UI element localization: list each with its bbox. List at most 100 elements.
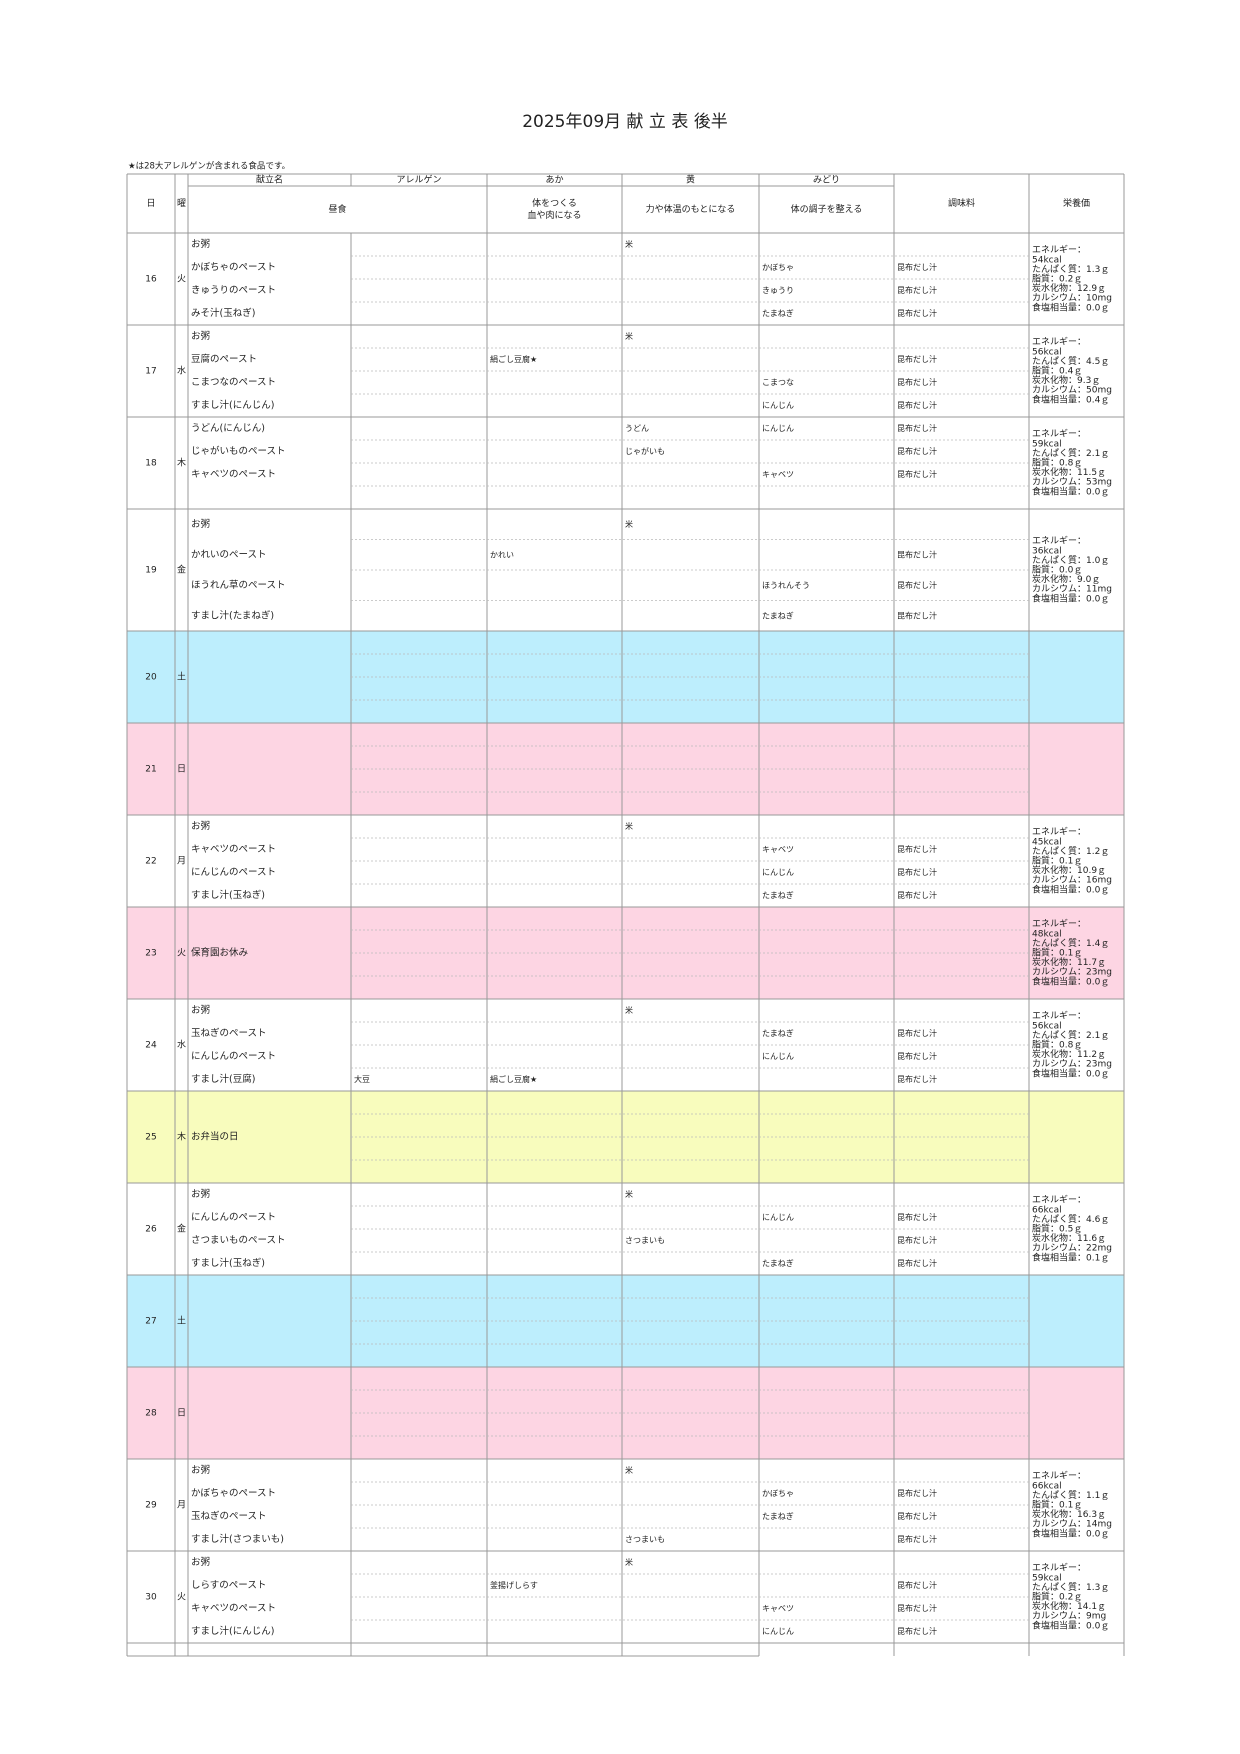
- ingredient-seasoning: 昆布だし汁: [897, 446, 937, 456]
- dish-name: すまし汁(にんじん): [191, 1625, 274, 1637]
- day-bg: [127, 907, 1124, 999]
- nutrition-line: たんぱく質：1.3ｇ: [1032, 1581, 1109, 1593]
- nutrition-line: 脂質：0.2ｇ: [1032, 273, 1082, 285]
- dish-name: みそ汁(玉ねぎ): [191, 307, 255, 319]
- dish-name: キャベツのペースト: [191, 469, 276, 480]
- ingredient-seasoning: 昆布だし汁: [897, 1212, 937, 1222]
- ingredient-ki: 米: [625, 239, 633, 249]
- ingredient-seasoning: 昆布だし汁: [897, 1603, 937, 1613]
- ingredient-seasoning: 昆布だし汁: [897, 1534, 937, 1544]
- day-of-week: 月: [177, 1500, 186, 1511]
- nutrition-line: エネルギー：: [1032, 429, 1086, 440]
- nutrition-line: 脂質：0.8ｇ: [1032, 457, 1082, 469]
- dish-name: お粥: [191, 1188, 210, 1200]
- ingredient-seasoning: 昆布だし汁: [897, 1028, 937, 1038]
- nutrition-line: カルシウム：23mg: [1032, 967, 1112, 978]
- day-of-week: 火: [177, 274, 186, 285]
- ingredient-seasoning: 昆布だし汁: [897, 867, 937, 877]
- day-of-week: 金: [177, 1223, 186, 1235]
- ingredient-seasoning: 昆布だし汁: [897, 400, 937, 410]
- ingredient-seasoning: 昆布だし汁: [897, 1074, 937, 1084]
- ingredient-midori: にんじん: [762, 1052, 794, 1061]
- title: 2025年09月 献 立 表 後半: [522, 112, 728, 132]
- day-number: 25: [145, 1133, 156, 1143]
- header-menu: 献立名: [256, 174, 283, 186]
- nutrition-line: 食塩相当量：0.0ｇ: [1032, 485, 1109, 497]
- header-ki-desc: 力や体温のもとになる: [646, 203, 736, 215]
- day-of-week: 日: [177, 764, 186, 775]
- nutrition-line: 59kcal: [1032, 439, 1062, 449]
- ingredient-midori: にんじん: [762, 868, 794, 877]
- dish-name: 豆腐のペースト: [191, 353, 257, 365]
- ingredient-seasoning: 昆布だし汁: [897, 1626, 937, 1636]
- ingredient-seasoning: 昆布だし汁: [897, 262, 937, 272]
- header-allergen: アレルゲン: [396, 174, 441, 186]
- nutrition-line: たんぱく質：1.3ｇ: [1032, 263, 1109, 275]
- dish-name: うどん(にんじん): [191, 423, 265, 434]
- nutrition-line: たんぱく質：1.2ｇ: [1032, 845, 1109, 857]
- nutrition-line: エネルギー：: [1032, 1011, 1086, 1022]
- dish-name: キャベツのペースト: [191, 844, 276, 855]
- nutrition-line: たんぱく質：2.1ｇ: [1032, 447, 1109, 459]
- day-of-week: 土: [177, 671, 186, 683]
- day-of-week: 木: [177, 457, 186, 469]
- dish-name: お弁当の日: [191, 1131, 239, 1143]
- nutrition-line: 炭水化物：11.5ｇ: [1032, 466, 1106, 478]
- dish-name: お粥: [191, 238, 210, 250]
- day-bg: [127, 1275, 1124, 1367]
- header-day: 日: [146, 198, 155, 209]
- nutrition-line: カルシウム：23mg: [1032, 1059, 1112, 1070]
- nutrition-line: 炭水化物：16.3ｇ: [1032, 1508, 1106, 1520]
- ingredient-midori: にんじん: [762, 1213, 794, 1222]
- nutrition-line: 脂質：0.1ｇ: [1032, 1499, 1082, 1511]
- ingredient-seasoning: 昆布だし汁: [897, 549, 937, 559]
- header-aka-desc: 血や肉になる: [527, 209, 581, 221]
- nutrition-line: 脂質：0.8ｇ: [1032, 1039, 1082, 1051]
- dish-name: ほうれん草のペースト: [191, 579, 286, 591]
- ingredient-ki: 米: [625, 519, 633, 529]
- ingredient-seasoning: 昆布だし汁: [897, 1511, 937, 1521]
- ingredient-midori: かぼちゃ: [762, 1489, 794, 1498]
- day-of-week: 月: [177, 856, 186, 867]
- dish-name: お粥: [191, 1556, 210, 1568]
- day-number: 21: [145, 765, 156, 775]
- nutrition-line: たんぱく質：2.1ｇ: [1032, 1029, 1109, 1041]
- dish-name: すまし汁(玉ねぎ): [191, 1257, 265, 1269]
- dish-name: キャベツのペースト: [191, 1603, 276, 1614]
- nutrition-line: たんぱく質：1.4ｇ: [1032, 937, 1109, 949]
- day-number: 23: [145, 949, 156, 959]
- nutrition-line: エネルギー：: [1032, 919, 1086, 930]
- ingredient-midori: キャベツ: [762, 845, 794, 854]
- nutrition-line: カルシウム：50mg: [1032, 385, 1112, 396]
- day-of-week: 火: [177, 1592, 186, 1603]
- ingredient-ki: 米: [625, 1189, 633, 1199]
- nutrition-line: カルシウム：14mg: [1032, 1519, 1112, 1530]
- nutrition-line: 食塩相当量：0.0ｇ: [1032, 301, 1109, 313]
- ingredient-midori: にんじん: [762, 424, 794, 433]
- nutrition-line: 炭水化物：12.9ｇ: [1032, 282, 1106, 294]
- dish-name: じゃがいものペースト: [191, 445, 286, 457]
- ingredient-midori: たまねぎ: [762, 308, 794, 318]
- ingredient-ki: 米: [625, 1557, 633, 1567]
- nutrition-line: エネルギー：: [1032, 1471, 1086, 1482]
- day-number: 28: [145, 1409, 157, 1419]
- ingredient-seasoning: 昆布だし汁: [897, 1258, 937, 1268]
- dish-name: きゅうりのペースト: [191, 285, 276, 296]
- dish-name: 玉ねぎのペースト: [191, 1510, 267, 1522]
- ingredient-midori: かぼちゃ: [762, 263, 794, 272]
- nutrition-line: 脂質：0.4ｇ: [1032, 365, 1082, 377]
- nutrition-line: 56kcal: [1032, 1021, 1062, 1031]
- nutrition-line: たんぱく質：1.0ｇ: [1032, 554, 1109, 566]
- ingredient-seasoning: 昆布だし汁: [897, 285, 937, 295]
- dish-name: にんじんのペースト: [191, 867, 276, 878]
- ingredient-seasoning: 昆布だし汁: [897, 469, 937, 479]
- dish-name: かぼちゃのペースト: [191, 1488, 276, 1499]
- ingredient-seasoning: 昆布だし汁: [897, 1235, 937, 1245]
- ingredient-aka: 絹ごし豆腐★: [490, 1074, 537, 1084]
- nutrition-line: 48kcal: [1032, 929, 1062, 939]
- dish-name: しらすのペースト: [191, 1580, 266, 1591]
- day-of-week: 水: [177, 1039, 186, 1051]
- dish-name: にんじんのペースト: [191, 1212, 276, 1223]
- nutrition-line: エネルギー：: [1032, 245, 1086, 256]
